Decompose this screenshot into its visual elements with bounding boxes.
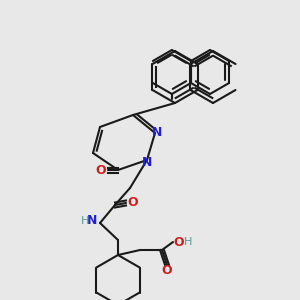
Text: O: O — [162, 265, 172, 278]
Text: O: O — [128, 196, 138, 209]
Text: N: N — [87, 214, 97, 227]
Text: H: H — [184, 237, 192, 247]
Text: H: H — [81, 216, 89, 226]
Text: N: N — [142, 157, 152, 169]
Text: N: N — [152, 127, 162, 140]
Text: O: O — [174, 236, 184, 248]
Text: O: O — [96, 164, 106, 176]
